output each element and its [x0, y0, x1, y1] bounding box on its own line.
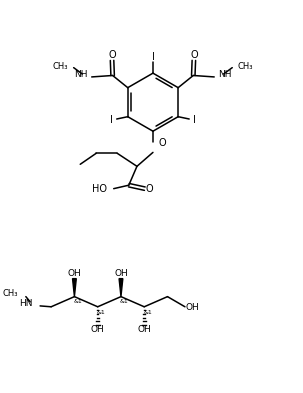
Text: &1: &1: [74, 299, 82, 304]
Text: OH: OH: [114, 269, 128, 278]
Text: O: O: [158, 138, 166, 147]
Text: CH₃: CH₃: [238, 62, 253, 71]
Text: NH: NH: [218, 70, 232, 79]
Text: O: O: [146, 184, 153, 194]
Text: HN: HN: [20, 299, 33, 307]
Text: O: O: [108, 50, 116, 61]
Text: CH₃: CH₃: [2, 289, 18, 298]
Text: I: I: [152, 52, 155, 62]
Text: I: I: [110, 115, 113, 125]
Text: OH: OH: [185, 303, 199, 312]
Text: I: I: [193, 115, 196, 125]
Text: &1: &1: [97, 310, 105, 314]
Text: OH: OH: [137, 325, 151, 334]
Text: &1: &1: [120, 299, 129, 304]
Polygon shape: [119, 279, 123, 297]
Text: O: O: [190, 50, 198, 61]
Text: &1: &1: [143, 310, 152, 314]
Polygon shape: [72, 279, 76, 297]
Text: NH: NH: [74, 70, 87, 79]
Text: OH: OH: [68, 269, 81, 278]
Text: HO: HO: [92, 184, 107, 194]
Text: CH₃: CH₃: [53, 62, 68, 71]
Text: OH: OH: [91, 325, 105, 334]
